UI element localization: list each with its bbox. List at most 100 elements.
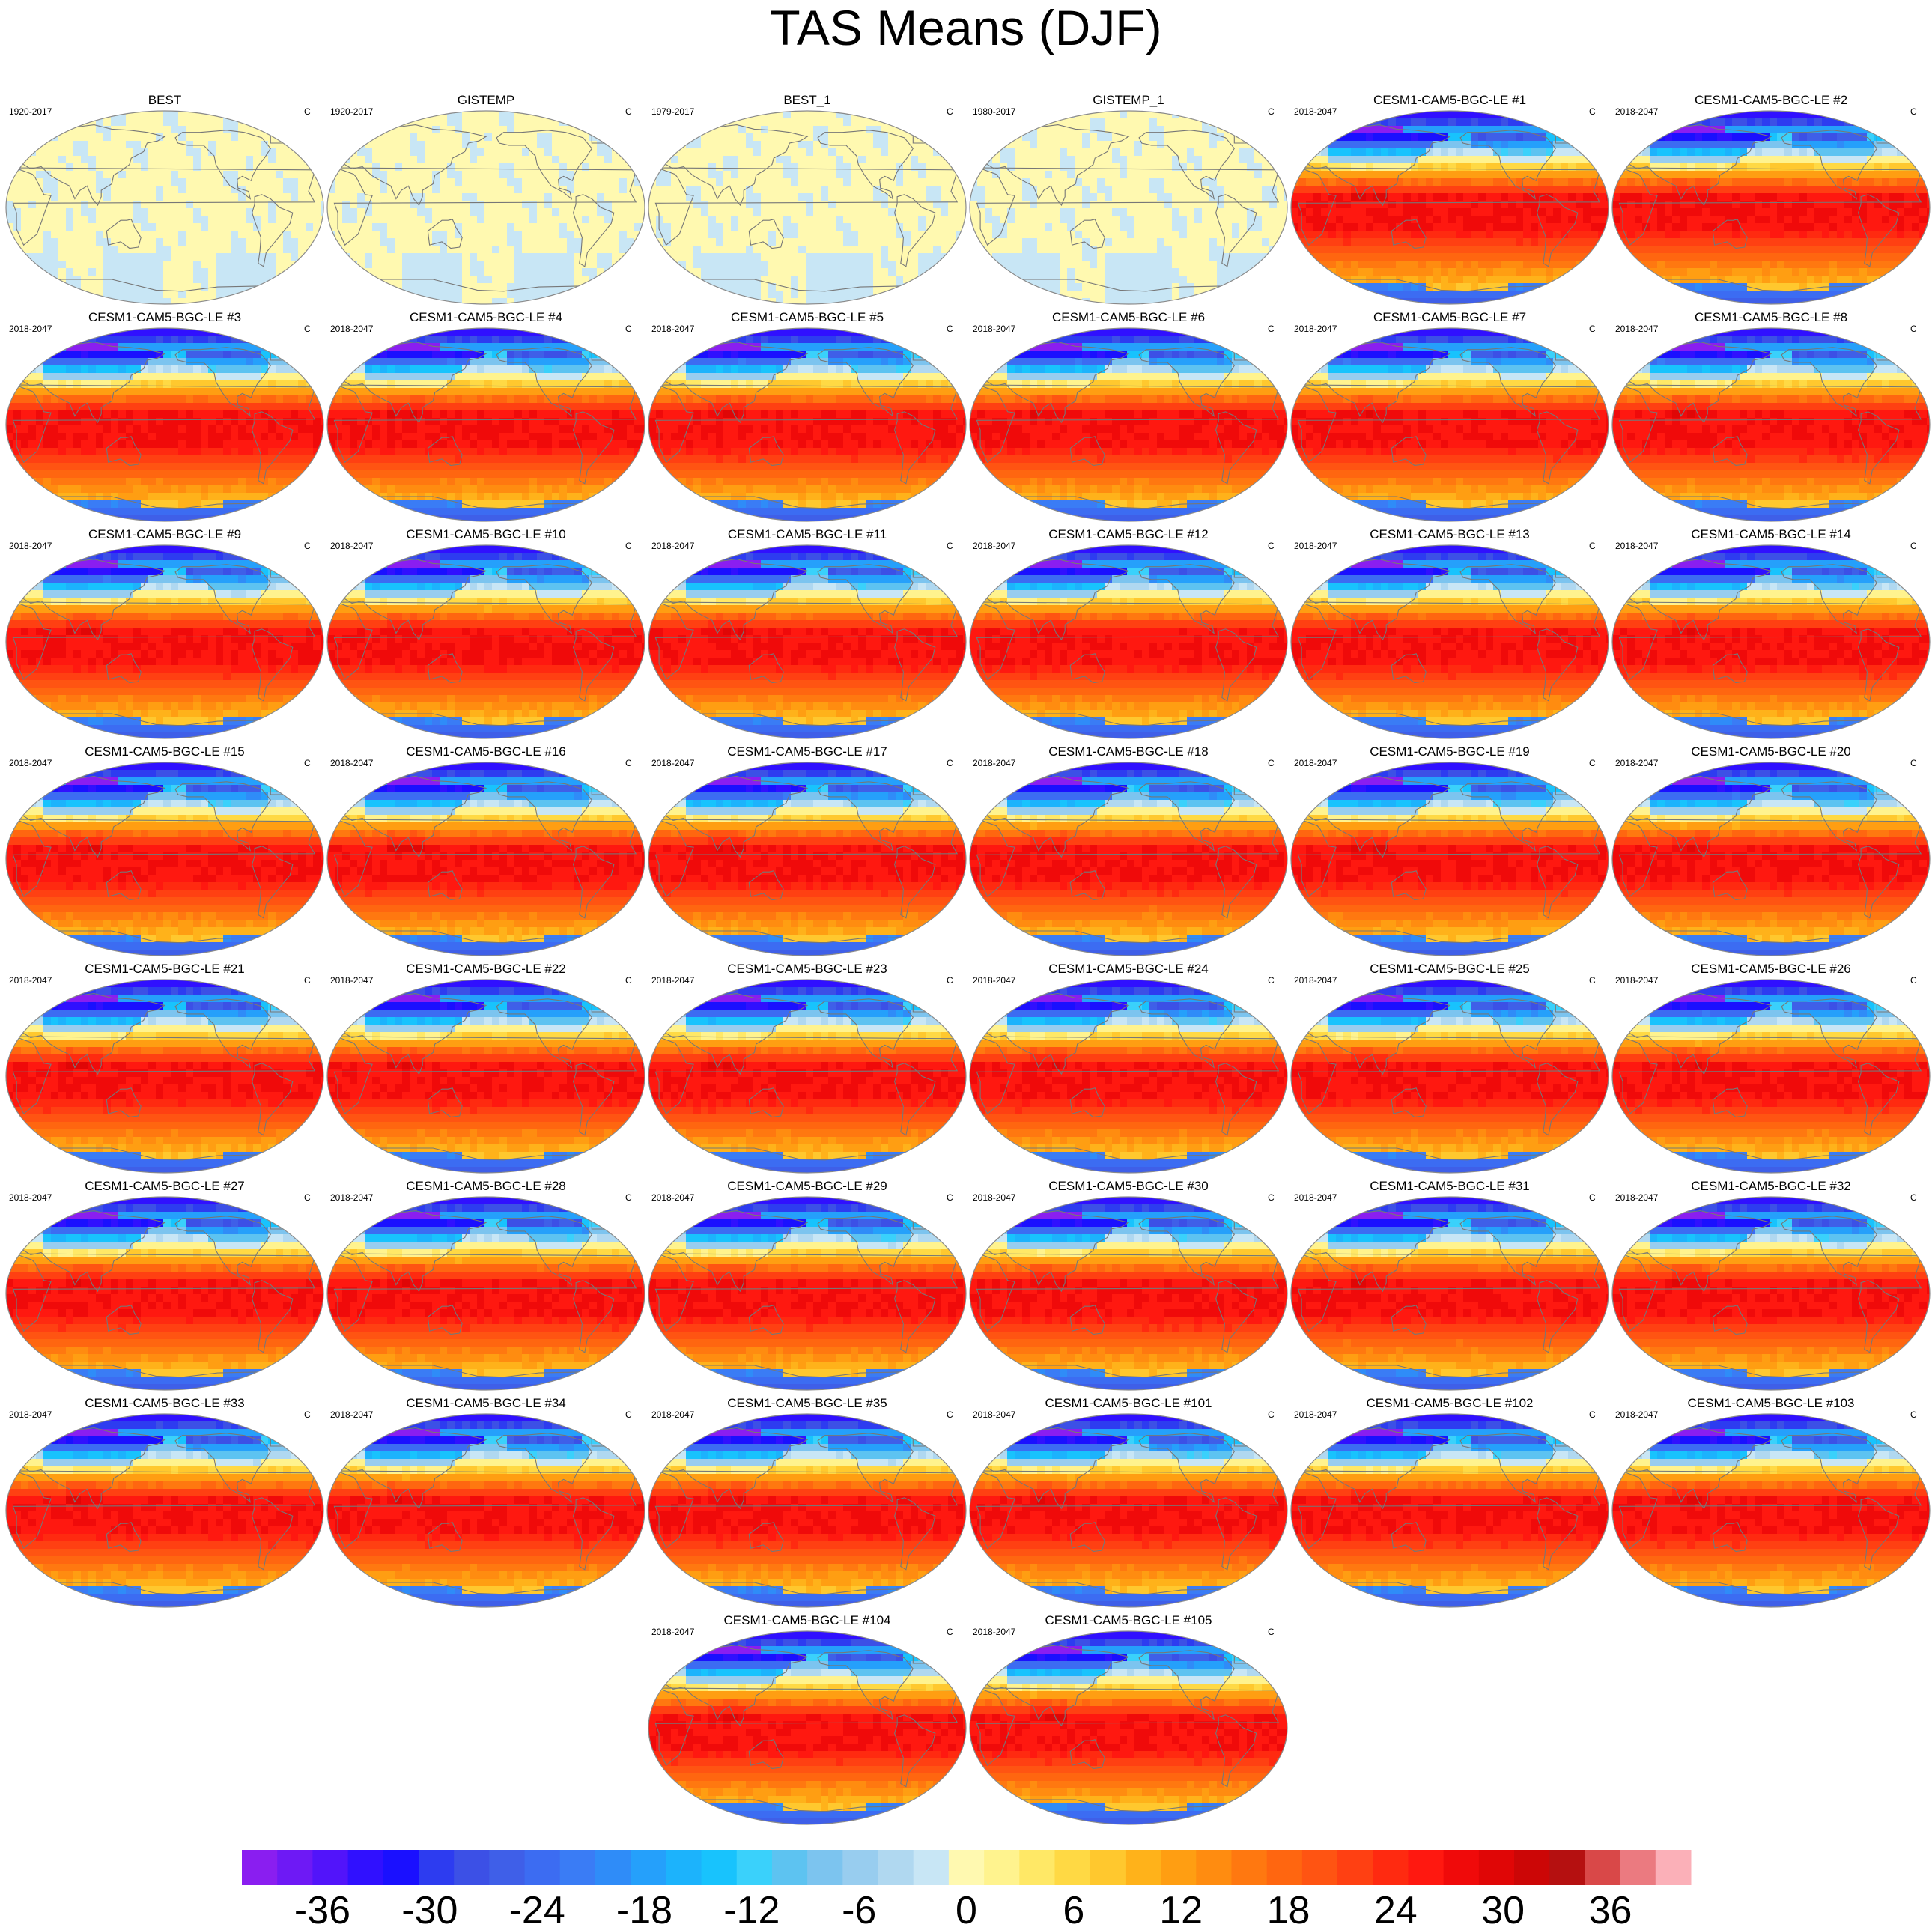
- map-panel: CESM1-CAM5-BGC-LE #16 2018-2047 C: [326, 744, 646, 962]
- colorbar-box: [595, 1850, 631, 1885]
- map-panel: CESM1-CAM5-BGC-LE #104 2018-2047 C: [647, 1613, 967, 1830]
- panel-units: C: [1589, 975, 1596, 986]
- panel-title: CESM1-CAM5-BGC-LE #11: [647, 527, 967, 542]
- map-plot: [1611, 1196, 1931, 1391]
- map-outline: [1611, 544, 1931, 739]
- panel-period: 2018-2047: [9, 541, 52, 551]
- map-field: [970, 111, 1287, 304]
- map-outline: [648, 979, 967, 1174]
- panel-period: 2018-2047: [1615, 1409, 1658, 1420]
- panel-title: CESM1-CAM5-BGC-LE #14: [1611, 527, 1931, 542]
- panel-units: C: [947, 975, 953, 986]
- panel-title: BEST_1: [647, 93, 967, 108]
- map-outline: [648, 1196, 967, 1391]
- colorbar-box: [1549, 1850, 1585, 1885]
- panel-period: 2018-2047: [651, 1192, 694, 1203]
- panel-period: 2018-2047: [973, 975, 1015, 986]
- map-outline: [326, 327, 645, 522]
- panel-title: CESM1-CAM5-BGC-LE #33: [4, 1396, 325, 1411]
- map-plot: [1611, 110, 1931, 305]
- map-outline: [5, 544, 324, 739]
- colorbar-box: [984, 1850, 1020, 1885]
- map-panel: CESM1-CAM5-BGC-LE #13 2018-2047 C: [1289, 527, 1610, 744]
- map-plot: [1611, 979, 1931, 1174]
- panel-title: CESM1-CAM5-BGC-LE #35: [647, 1396, 967, 1411]
- panel-title: CESM1-CAM5-BGC-LE #15: [4, 744, 325, 759]
- panel-title: CESM1-CAM5-BGC-LE #32: [1611, 1179, 1931, 1194]
- panel-period: 2018-2047: [9, 1409, 52, 1420]
- map-outline: [969, 110, 1288, 305]
- panel-units: C: [1910, 1409, 1917, 1420]
- map-outline: [5, 327, 324, 522]
- colorbar-box: [1514, 1850, 1550, 1885]
- panel-units: C: [1910, 541, 1917, 551]
- panel-title: CESM1-CAM5-BGC-LE #31: [1289, 1179, 1610, 1194]
- panel-period: 2018-2047: [1294, 324, 1337, 334]
- map-plot: [969, 327, 1288, 522]
- map-panel: GISTEMP 1920-2017 C: [326, 93, 646, 310]
- map-field: [1612, 980, 1930, 1173]
- map-panel: CESM1-CAM5-BGC-LE #23 2018-2047 C: [647, 962, 967, 1179]
- panel-title: CESM1-CAM5-BGC-LE #5: [647, 310, 967, 325]
- map-outline: [648, 544, 967, 739]
- map-panel: CESM1-CAM5-BGC-LE #10 2018-2047 C: [326, 527, 646, 744]
- panel-period: 2018-2047: [330, 541, 373, 551]
- colorbar-box: [489, 1850, 526, 1885]
- panel-units: C: [625, 1192, 632, 1203]
- panel-period: 2018-2047: [330, 758, 373, 768]
- panel-title: CESM1-CAM5-BGC-LE #20: [1611, 744, 1931, 759]
- panel-period: 2018-2047: [1615, 106, 1658, 117]
- panel-period: 2018-2047: [9, 975, 52, 986]
- map-panel: CESM1-CAM5-BGC-LE #29 2018-2047 C: [647, 1179, 967, 1396]
- panel-units: C: [1589, 324, 1596, 334]
- panel-period: 1979-2017: [651, 106, 694, 117]
- panel-title: CESM1-CAM5-BGC-LE #29: [647, 1179, 967, 1194]
- map-outline: [326, 1413, 645, 1608]
- panel-title: CESM1-CAM5-BGC-LE #17: [647, 744, 967, 759]
- colorbar-tick-label: 12: [1159, 1889, 1203, 1930]
- colorbar-box: [1620, 1850, 1656, 1885]
- map-panel: GISTEMP_1 1980-2017 C: [968, 93, 1289, 310]
- colorbar-box: [736, 1850, 773, 1885]
- coastlines: [970, 552, 1287, 738]
- map-panel: CESM1-CAM5-BGC-LE #1 2018-2047 C: [1289, 93, 1610, 310]
- map-field: [1612, 545, 1930, 738]
- panel-units: C: [1910, 1192, 1917, 1203]
- map-panel: CESM1-CAM5-BGC-LE #2 2018-2047 C: [1611, 93, 1931, 310]
- panel-title: CESM1-CAM5-BGC-LE #102: [1289, 1396, 1610, 1411]
- map-outline: [1611, 1413, 1931, 1608]
- map-plot: [5, 979, 324, 1174]
- panel-title: CESM1-CAM5-BGC-LE #16: [326, 744, 646, 759]
- colorbar-tick-label: 18: [1267, 1889, 1310, 1930]
- map-plot: [1611, 327, 1931, 522]
- map-plot: [969, 762, 1288, 956]
- colorbar-box: [383, 1850, 419, 1885]
- panel-units: C: [304, 758, 311, 768]
- map-field: [970, 1631, 1287, 1824]
- panel-title: CESM1-CAM5-BGC-LE #18: [968, 744, 1289, 759]
- map-outline: [648, 762, 967, 956]
- map-outline: [326, 979, 645, 1174]
- map-panel: CESM1-CAM5-BGC-LE #21 2018-2047 C: [4, 962, 325, 1179]
- panel-title: CESM1-CAM5-BGC-LE #13: [1289, 527, 1610, 542]
- panel-period: 2018-2047: [651, 1627, 694, 1637]
- map-plot: [326, 979, 645, 1174]
- map-outline: [1611, 110, 1931, 305]
- map-field: [648, 980, 966, 1173]
- panel-title: CESM1-CAM5-BGC-LE #9: [4, 527, 325, 542]
- map-outline: [969, 1413, 1288, 1608]
- panel-units: C: [1268, 1627, 1275, 1637]
- map-outline: [969, 1196, 1288, 1391]
- panel-title: GISTEMP_1: [968, 93, 1289, 108]
- panel-period: 2018-2047: [1615, 541, 1658, 551]
- panel-title: CESM1-CAM5-BGC-LE #104: [647, 1613, 967, 1628]
- map-panel: CESM1-CAM5-BGC-LE #22 2018-2047 C: [326, 962, 646, 1179]
- colorbar-box: [1090, 1850, 1126, 1885]
- colorbar-box: [1655, 1850, 1692, 1885]
- colorbar-box: [701, 1850, 738, 1885]
- map-plot: [1290, 1413, 1609, 1608]
- map-panel: CESM1-CAM5-BGC-LE #17 2018-2047 C: [647, 744, 967, 962]
- map-plot: [648, 544, 967, 739]
- map-panel: CESM1-CAM5-BGC-LE #101 2018-2047 C: [968, 1396, 1289, 1613]
- colorbar-tick-label: 6: [1063, 1889, 1084, 1930]
